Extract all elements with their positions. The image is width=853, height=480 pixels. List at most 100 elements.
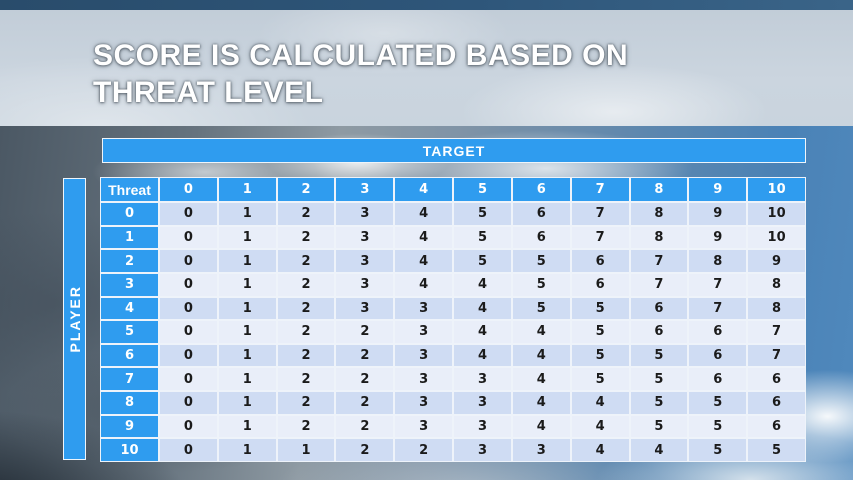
score-cell: 4 — [395, 273, 453, 296]
column-header-cell: 10 — [748, 178, 805, 201]
score-cell: 5 — [689, 439, 747, 461]
score-cell: 1 — [218, 273, 276, 296]
score-cell: 0 — [160, 439, 217, 461]
score-cell: 9 — [689, 226, 747, 249]
score-cell: 3 — [395, 297, 453, 320]
score-cell: 0 — [160, 344, 217, 367]
score-cell: 1 — [218, 344, 276, 367]
row-header-cell: 0 — [101, 203, 158, 225]
row-header-cell: 3 — [101, 273, 158, 296]
score-cell: 3 — [336, 250, 394, 272]
score-cell: 9 — [748, 250, 805, 272]
column-header-cell: 3 — [336, 178, 394, 201]
score-cell: 6 — [630, 297, 688, 320]
score-cell: 5 — [571, 321, 629, 343]
score-cell: 4 — [395, 226, 453, 249]
score-cell: 2 — [277, 321, 335, 343]
score-cell: 6 — [512, 203, 570, 225]
score-cell: 2 — [277, 297, 335, 320]
score-cell: 1 — [218, 203, 276, 225]
score-cell: 2 — [277, 368, 335, 391]
score-cell: 5 — [512, 250, 570, 272]
score-cell: 4 — [454, 273, 511, 296]
score-cell: 3 — [395, 344, 453, 367]
column-header-cell: 4 — [395, 178, 453, 201]
score-cell: 5 — [689, 392, 747, 414]
score-cell: 2 — [277, 344, 335, 367]
score-cell: 4 — [571, 439, 629, 461]
score-cell: 3 — [395, 392, 453, 414]
score-cell: 1 — [277, 439, 335, 461]
score-cell: 0 — [160, 321, 217, 343]
score-cell: 5 — [571, 368, 629, 391]
score-cell: 1 — [218, 439, 276, 461]
score-cell: 4 — [571, 392, 629, 414]
title-line-1: SCORE IS CALCULATED BASED ON — [93, 39, 629, 72]
score-cell: 0 — [160, 392, 217, 414]
score-cell: 7 — [689, 273, 747, 296]
row-header-cell: 7 — [101, 368, 158, 391]
threat-corner-header-cell: Threat — [101, 178, 158, 201]
score-cell: 5 — [512, 297, 570, 320]
score-cell: 4 — [454, 321, 511, 343]
row-header-cell: 8 — [101, 392, 158, 414]
score-cell: 1 — [218, 368, 276, 391]
score-cell: 5 — [571, 344, 629, 367]
row-header-cell: 9 — [101, 415, 158, 438]
row-header-cell: 4 — [101, 297, 158, 320]
score-cell: 7 — [630, 250, 688, 272]
score-cell: 6 — [571, 250, 629, 272]
score-cell: 3 — [395, 368, 453, 391]
score-cell: 6 — [689, 368, 747, 391]
target-axis-band: TARGET — [102, 138, 806, 163]
score-cell: 5 — [571, 297, 629, 320]
score-cell: 0 — [160, 226, 217, 249]
score-cell: 3 — [512, 439, 570, 461]
score-cell: 2 — [336, 415, 394, 438]
row-header-cell: 10 — [101, 439, 158, 461]
score-cell: 2 — [336, 439, 394, 461]
score-cell: 0 — [160, 203, 217, 225]
score-cell: 3 — [336, 226, 394, 249]
score-cell: 6 — [512, 226, 570, 249]
score-table: Threat 0 1 2 3 4 5 6 7 8 9 10 0 0 1 2 3 4 5 6 7 8 9 10 1 0 1 2 3 4 5 6 7… — [100, 177, 806, 462]
row-header-cell: 6 — [101, 344, 158, 367]
score-cell: 8 — [748, 273, 805, 296]
score-cell: 4 — [512, 321, 570, 343]
score-cell: 5 — [630, 392, 688, 414]
page-title: SCORE IS CALCULATED BASED ON THREAT LEVE… — [93, 37, 628, 111]
score-cell: 6 — [748, 415, 805, 438]
score-cell: 5 — [454, 250, 511, 272]
score-cell: 5 — [630, 415, 688, 438]
score-cell: 3 — [395, 415, 453, 438]
top-strip — [0, 0, 853, 10]
column-header-cell: 0 — [160, 178, 217, 201]
column-header-cell: 5 — [454, 178, 511, 201]
score-cell: 0 — [160, 415, 217, 438]
score-cell: 3 — [454, 415, 511, 438]
score-cell: 4 — [630, 439, 688, 461]
score-cell: 5 — [512, 273, 570, 296]
score-cell: 4 — [571, 415, 629, 438]
score-cell: 5 — [454, 203, 511, 225]
score-cell: 4 — [512, 368, 570, 391]
score-cell: 4 — [395, 250, 453, 272]
score-cell: 4 — [512, 392, 570, 414]
score-cell: 5 — [630, 368, 688, 391]
score-cell: 7 — [748, 344, 805, 367]
score-cell: 2 — [277, 250, 335, 272]
score-cell: 5 — [689, 415, 747, 438]
score-cell: 3 — [395, 321, 453, 343]
score-cell: 7 — [689, 297, 747, 320]
score-cell: 3 — [454, 368, 511, 391]
score-cell: 9 — [689, 203, 747, 225]
score-cell: 0 — [160, 250, 217, 272]
column-header-cell: 6 — [512, 178, 570, 201]
row-header-cell: 5 — [101, 321, 158, 343]
score-cell: 1 — [218, 226, 276, 249]
score-cell: 6 — [689, 344, 747, 367]
row-header-cell: 2 — [101, 250, 158, 272]
score-cell: 0 — [160, 368, 217, 391]
score-cell: 8 — [689, 250, 747, 272]
title-band: SCORE IS CALCULATED BASED ON THREAT LEVE… — [0, 10, 853, 126]
